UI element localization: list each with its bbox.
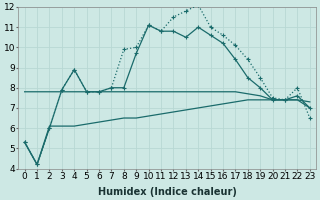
X-axis label: Humidex (Indice chaleur): Humidex (Indice chaleur)	[98, 187, 237, 197]
